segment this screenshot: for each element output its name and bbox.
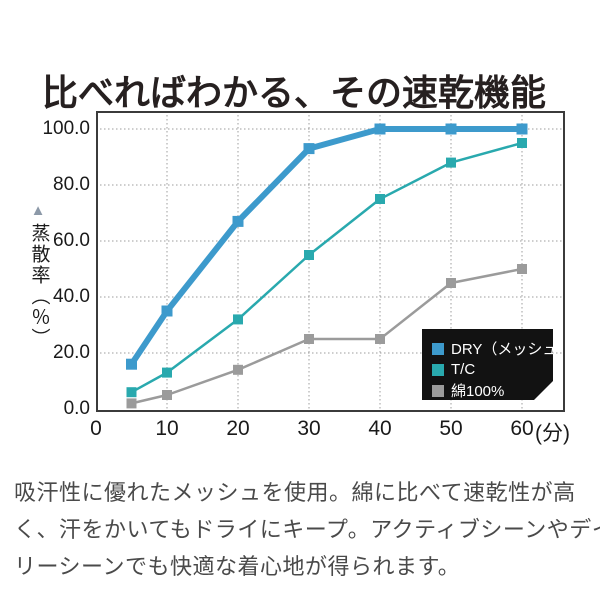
description-line: く、汗をかいてもドライにキープ。アクティブシーンやデイ <box>14 517 600 542</box>
x-tick-label: 10 <box>155 417 179 440</box>
y-axis-title: ▲ 蒸散率（％） <box>22 203 54 349</box>
series-marker <box>517 138 527 148</box>
x-tick-label: 20 <box>226 417 250 440</box>
legend-label: T/C <box>451 361 476 378</box>
series-line <box>129 126 522 366</box>
series-marker <box>162 367 172 378</box>
legend-label: 綿100% <box>451 383 505 400</box>
legend-row: 綿100% <box>432 380 553 401</box>
legend-swatch <box>432 385 444 397</box>
series-marker <box>304 334 314 344</box>
y-tick-label: 40.0 <box>53 286 90 307</box>
x-axis-ticks: 0 10 20 30 40 50 60 (分) <box>90 414 600 445</box>
y-tick-label: 60.0 <box>53 230 90 251</box>
series-marker <box>232 215 244 227</box>
x-tick-label: 60 <box>510 417 534 440</box>
series-marker <box>446 278 456 288</box>
description-line: リーシーンでも快適な着心地が得られます。 <box>14 554 461 579</box>
y-tick-label: 80.0 <box>53 174 90 195</box>
description-line: 吸汗性に優れたメッシュを使用。綿に比べて速乾性が高 <box>14 480 576 505</box>
x-axis-unit: (分) <box>535 422 570 445</box>
series-marker <box>304 250 314 260</box>
series-marker <box>375 334 385 344</box>
plot-frame <box>96 111 565 412</box>
chart-legend: DRY（メッシュ） T/C 綿100% <box>422 329 553 400</box>
y-tick-label: 20.0 <box>53 342 90 363</box>
legend-row: DRY（メッシュ） <box>432 338 553 359</box>
series-marker <box>126 398 137 409</box>
series-marker <box>516 123 528 135</box>
x-tick-label: 0 <box>90 417 102 440</box>
y-axis-label: 蒸散率（％） <box>28 223 50 349</box>
series-marker <box>162 390 172 400</box>
series-marker <box>445 123 457 135</box>
plot-area: DRY（メッシュ） T/C 綿100% <box>96 111 565 412</box>
legend-swatch <box>432 343 444 355</box>
y-tick-label: 0.0 <box>63 398 90 419</box>
description-text: 吸汗性に優れたメッシュを使用。綿に比べて速乾性が高 く、汗をかいてもドライにキー… <box>14 474 600 585</box>
series-marker <box>446 157 456 168</box>
legend-swatch <box>432 364 444 376</box>
page-title: 比べればわかる、その速乾機能 <box>42 72 547 114</box>
x-tick-label: 50 <box>439 417 463 440</box>
chart-plot-svg <box>96 111 565 412</box>
series-marker <box>126 387 137 398</box>
legend-label: DRY（メッシュ） <box>451 341 573 358</box>
series-marker <box>233 314 243 325</box>
series-marker <box>161 305 173 317</box>
series-marker <box>303 143 315 155</box>
series-marker <box>374 123 386 135</box>
series-marker <box>517 264 527 274</box>
y-tick-label: 100.0 <box>42 118 90 139</box>
series-marker <box>126 358 137 370</box>
triangle-up-icon: ▲ <box>30 202 46 219</box>
y-axis-ticks: 0.0 20.0 40.0 60.0 80.0 100.0 <box>0 111 90 419</box>
series-marker <box>233 364 243 375</box>
series-marker <box>375 194 385 204</box>
x-tick-label: 40 <box>368 417 392 440</box>
legend-row: T/C <box>432 359 553 380</box>
x-tick-label: 30 <box>297 417 321 440</box>
